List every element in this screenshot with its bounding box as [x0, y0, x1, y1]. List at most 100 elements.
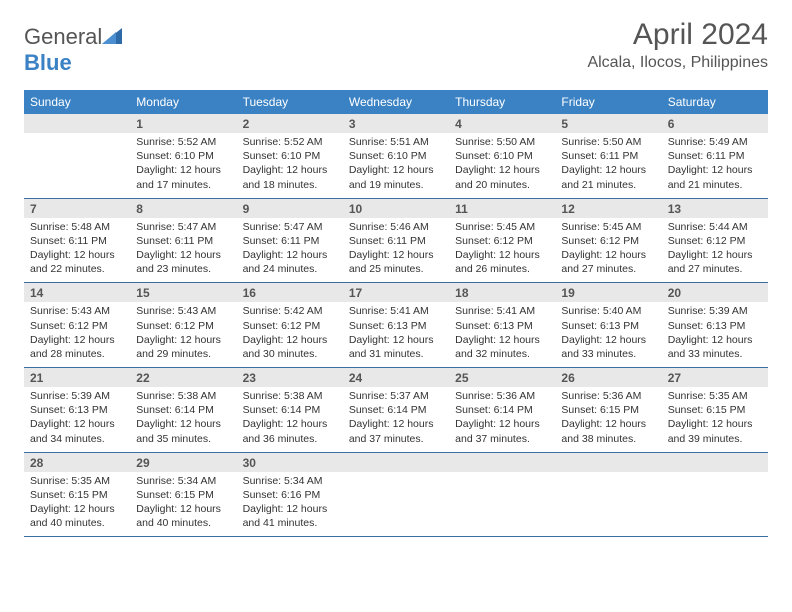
day-number: 12 — [555, 199, 661, 218]
day-cell: Sunrise: 5:42 AMSunset: 6:12 PMDaylight:… — [237, 302, 343, 367]
day-cell — [662, 472, 768, 537]
day-number: 23 — [237, 368, 343, 387]
day-cell — [449, 472, 555, 537]
sunrise-text: Sunrise: 5:49 AM — [668, 135, 762, 149]
day-cell: Sunrise: 5:47 AMSunset: 6:11 PMDaylight:… — [237, 218, 343, 283]
daylight-text: Daylight: 12 hours and 39 minutes. — [668, 417, 762, 445]
logo-text-part2: Blue — [24, 50, 72, 75]
day-content: Sunrise: 5:50 AMSunset: 6:10 PMDaylight:… — [449, 133, 555, 198]
day-number — [24, 114, 130, 119]
day-header-cell: Wednesday — [343, 90, 449, 114]
sunrise-text: Sunrise: 5:48 AM — [30, 220, 124, 234]
day-content: Sunrise: 5:44 AMSunset: 6:12 PMDaylight:… — [662, 218, 768, 283]
day-cell: Sunrise: 5:38 AMSunset: 6:14 PMDaylight:… — [237, 387, 343, 452]
day-header-row: Sunday Monday Tuesday Wednesday Thursday… — [24, 90, 768, 114]
daylight-text: Daylight: 12 hours and 33 minutes. — [668, 333, 762, 361]
day-number: 14 — [24, 283, 130, 302]
day-number: 19 — [555, 283, 661, 302]
week-row: Sunrise: 5:39 AMSunset: 6:13 PMDaylight:… — [24, 387, 768, 453]
day-number: 25 — [449, 368, 555, 387]
sunset-text: Sunset: 6:12 PM — [561, 234, 655, 248]
daylight-text: Daylight: 12 hours and 28 minutes. — [30, 333, 124, 361]
day-cell: Sunrise: 5:34 AMSunset: 6:15 PMDaylight:… — [130, 472, 236, 537]
logo-text-part1: General — [24, 24, 102, 49]
day-cell: Sunrise: 5:43 AMSunset: 6:12 PMDaylight:… — [130, 302, 236, 367]
day-cell: Sunrise: 5:35 AMSunset: 6:15 PMDaylight:… — [662, 387, 768, 452]
daylight-text: Daylight: 12 hours and 23 minutes. — [136, 248, 230, 276]
day-content: Sunrise: 5:45 AMSunset: 6:12 PMDaylight:… — [555, 218, 661, 283]
daynum-cell: 29 — [130, 453, 236, 472]
sunrise-text: Sunrise: 5:45 AM — [455, 220, 549, 234]
location-text: Alcala, Ilocos, Philippines — [587, 54, 768, 72]
daylight-text: Daylight: 12 hours and 20 minutes. — [455, 163, 549, 191]
sunset-text: Sunset: 6:13 PM — [455, 319, 549, 333]
sunrise-text: Sunrise: 5:50 AM — [455, 135, 549, 149]
sunset-text: Sunset: 6:14 PM — [349, 403, 443, 417]
week-row: Sunrise: 5:48 AMSunset: 6:11 PM Daylight:… — [24, 218, 768, 284]
sunset-text: Sunset: 6:13 PM — [30, 403, 124, 417]
sunrise-text: Sunrise: 5:45 AM — [561, 220, 655, 234]
day-content: Sunrise: 5:47 AMSunset: 6:11 PMDaylight:… — [237, 218, 343, 283]
day-cell: Sunrise: 5:50 AMSunset: 6:10 PMDaylight:… — [449, 133, 555, 198]
daynum-cell: 28 — [24, 453, 130, 472]
sunrise-text: Sunrise: 5:47 AM — [243, 220, 337, 234]
daynum-row: 123456 — [24, 114, 768, 133]
day-cell: Sunrise: 5:51 AMSunset: 6:10 PMDaylight:… — [343, 133, 449, 198]
day-number — [449, 453, 555, 458]
sunset-text: Sunset: 6:15 PM — [668, 403, 762, 417]
day-content: Sunrise: 5:38 AMSunset: 6:14 PMDaylight:… — [237, 387, 343, 452]
daynum-cell — [662, 453, 768, 472]
day-content: Sunrise: 5:52 AMSunset: 6:10 PMDaylight:… — [237, 133, 343, 198]
day-number — [343, 453, 449, 458]
daylight-text: Daylight: 12 hours and 37 minutes. — [455, 417, 549, 445]
day-content — [449, 472, 555, 480]
daynum-cell: 13 — [662, 199, 768, 218]
calendar-page: General Blue April 2024 Alcala, Ilocos, … — [0, 0, 792, 537]
day-number: 8 — [130, 199, 236, 218]
day-content: Sunrise: 5:35 AMSunset: 6:15 PMDaylight:… — [662, 387, 768, 452]
sunset-text: Sunset: 6:10 PM — [243, 149, 337, 163]
daynum-cell: 24 — [343, 368, 449, 387]
sunrise-text: Sunrise: 5:43 AM — [30, 304, 124, 318]
daynum-cell: 2 — [237, 114, 343, 133]
daynum-cell: 4 — [449, 114, 555, 133]
day-cell: Sunrise: 5:45 AMSunset: 6:12 PMDaylight:… — [449, 218, 555, 283]
day-number: 16 — [237, 283, 343, 302]
daylight-text: Daylight: 12 hours and 21 minutes. — [561, 163, 655, 191]
sunset-text: Sunset: 6:11 PM — [30, 234, 124, 248]
daynum-cell: 8 — [130, 199, 236, 218]
day-number: 26 — [555, 368, 661, 387]
daynum-cell: 1 — [130, 114, 236, 133]
daylight-text: Daylight: 12 hours and 38 minutes. — [561, 417, 655, 445]
sunrise-text: Sunrise: 5:41 AM — [349, 304, 443, 318]
day-number: 2 — [237, 114, 343, 133]
day-content: Sunrise: 5:41 AMSunset: 6:13 PMDaylight:… — [449, 302, 555, 367]
week-row: Sunrise: 5:35 AMSunset: 6:15 PMDaylight:… — [24, 472, 768, 538]
daynum-cell: 27 — [662, 368, 768, 387]
sunset-text: Sunset: 6:16 PM — [243, 488, 337, 502]
day-number: 1 — [130, 114, 236, 133]
day-cell: Sunrise: 5:37 AMSunset: 6:14 PMDaylight:… — [343, 387, 449, 452]
daynum-cell: 18 — [449, 283, 555, 302]
daynum-cell: 25 — [449, 368, 555, 387]
sunrise-text: Sunrise: 5:40 AM — [561, 304, 655, 318]
day-cell: Sunrise: 5:50 AMSunset: 6:11 PMDaylight:… — [555, 133, 661, 198]
day-number: 30 — [237, 453, 343, 472]
daylight-text: Daylight: 12 hours and 30 minutes. — [243, 333, 337, 361]
sunrise-text: Sunrise: 5:41 AM — [455, 304, 549, 318]
day-number: 28 — [24, 453, 130, 472]
daynum-row: 78910111213 — [24, 199, 768, 218]
day-content: Sunrise: 5:36 AMSunset: 6:15 PMDaylight:… — [555, 387, 661, 452]
day-content: Sunrise: 5:50 AMSunset: 6:11 PMDaylight:… — [555, 133, 661, 198]
daylight-text: Daylight: 12 hours and 40 minutes. — [136, 502, 230, 530]
sunset-text: Sunset: 6:15 PM — [30, 488, 124, 502]
day-cell: Sunrise: 5:43 AMSunset: 6:12 PMDaylight:… — [24, 302, 130, 367]
day-number: 13 — [662, 199, 768, 218]
day-content: Sunrise: 5:48 AMSunset: 6:11 PMDaylight:… — [24, 218, 130, 283]
day-content: Sunrise: 5:43 AMSunset: 6:12 PMDaylight:… — [24, 302, 130, 367]
daynum-row: 21222324252627 — [24, 368, 768, 387]
sunrise-text: Sunrise: 5:36 AM — [561, 389, 655, 403]
daynum-cell: 15 — [130, 283, 236, 302]
day-cell: Sunrise: 5:36 AMSunset: 6:15 PMDaylight:… — [555, 387, 661, 452]
day-cell: Sunrise: 5:46 AMSunset: 6:11 PMDaylight:… — [343, 218, 449, 283]
